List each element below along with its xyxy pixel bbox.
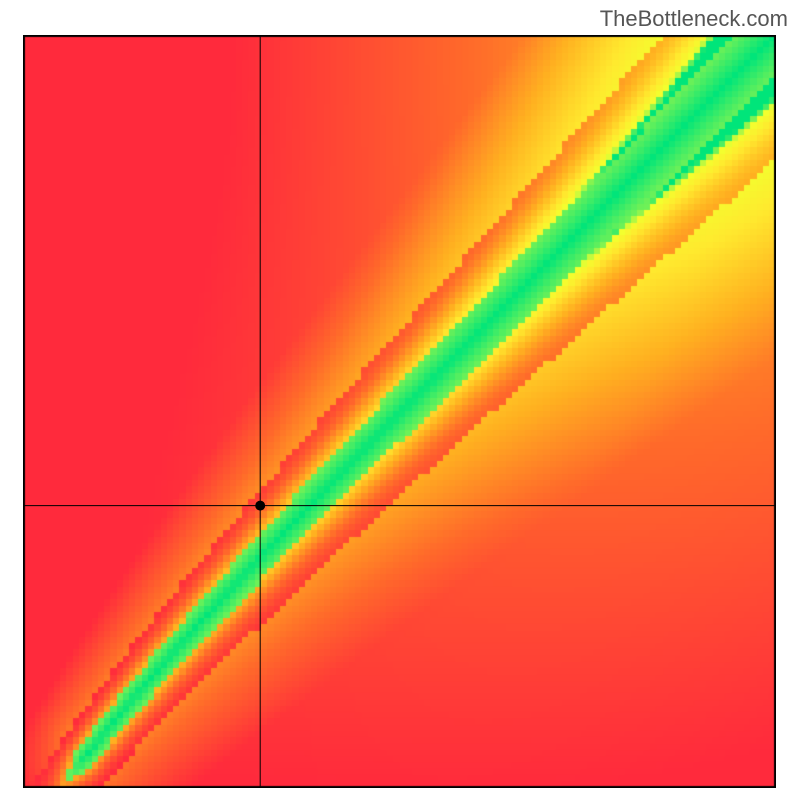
heatmap-canvas (23, 35, 776, 788)
watermark-text: TheBottleneck.com (600, 6, 788, 32)
plot-area (23, 35, 776, 788)
